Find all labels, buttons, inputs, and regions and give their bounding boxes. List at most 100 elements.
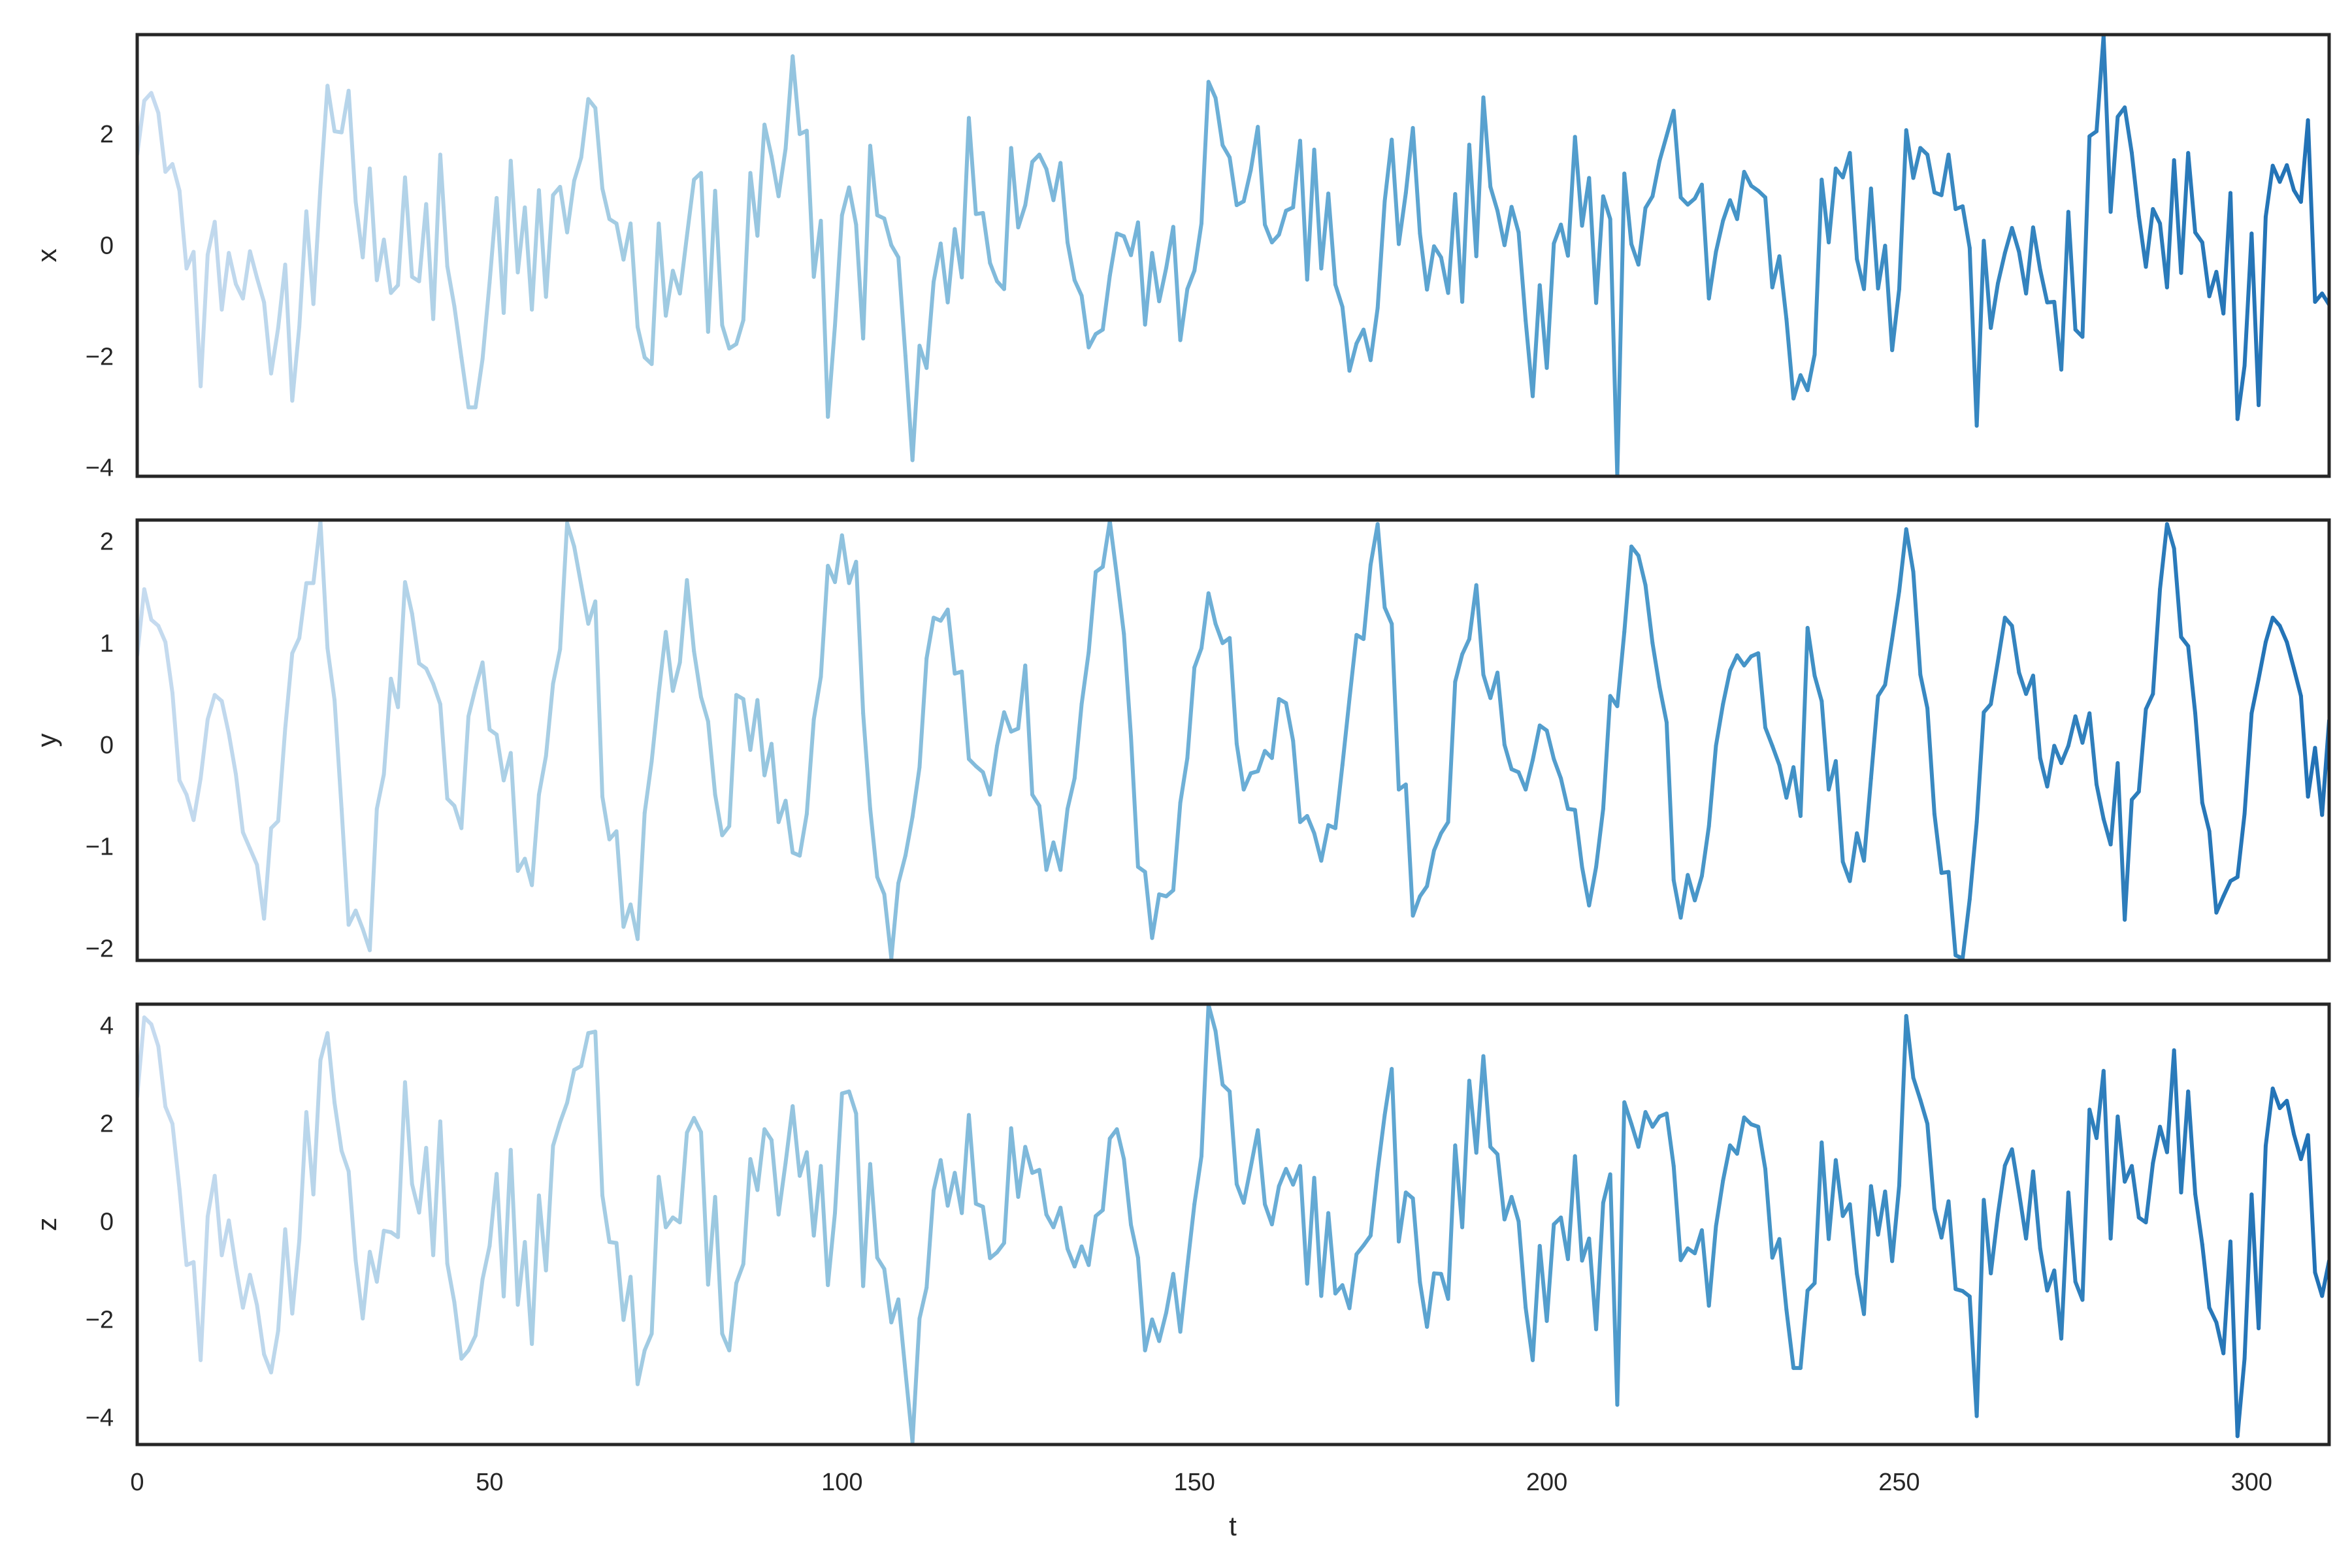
series-y-segment [664,630,675,693]
series-y-segment [1678,873,1690,920]
series-z-segment [2172,1048,2183,1195]
series-z-segment [1474,1054,1486,1155]
series-y-segment [2172,546,2183,640]
series-x-segment [1375,199,1387,310]
y-tick-label: 2 [100,1110,114,1137]
series-z-segment [1516,1219,1528,1310]
series-x-segment [2080,134,2092,339]
y-tick-label: 0 [100,1208,114,1235]
series-x-segment [255,276,267,304]
y-tick-label: −2 [86,935,114,962]
series-y-segment [2045,743,2057,789]
series-z-segment [1129,1222,1140,1260]
series-x-segment [804,129,816,279]
series-y-segment [1199,591,1211,651]
series-z-segment [1284,1167,1296,1187]
series-z-segment [149,1022,161,1049]
series-z-segment [2257,1143,2268,1331]
series-y-segment [2144,692,2155,711]
series-y-segment [1234,742,1246,792]
series-z-segment [374,1228,386,1284]
series-y-segment [2200,800,2212,834]
series-z-segment [2242,1192,2254,1361]
series-x-segment [262,300,273,376]
series-z-segment [741,1157,753,1266]
series-y-segment [1502,743,1514,772]
series-x-segment [1347,341,1359,373]
series-z-segment [501,1147,513,1299]
series-z-segment [1122,1157,1134,1227]
series-y-segment [1382,605,1394,626]
series-z-segment [769,1137,781,1217]
series-z-segment [1820,1140,1831,1241]
series-z-segment [2101,1069,2113,1241]
series-x-segment [1961,204,1972,250]
series-y-segment [995,710,1006,748]
series-z-segment [1714,1179,1725,1229]
series-z-segment [1784,1307,1796,1370]
series-z-segment [629,1275,640,1386]
series-y-segment [755,698,767,777]
series-x-segment [1460,142,1471,304]
series-y-segment [530,792,541,887]
series-y-segment [988,743,1000,797]
series-x-segment [1812,177,1824,357]
axes-frame-z [135,1002,2331,1446]
x-tick-label: 150 [1173,1469,1215,1496]
series-z-segment [1319,1211,1331,1298]
series-y-segment [1805,625,1817,678]
series-z-segment [2129,1164,2141,1220]
series-y-segment [1989,659,2000,706]
series-y-segment [1192,646,1203,670]
series-x-segment [1516,230,1528,323]
x-tick-label: 100 [821,1469,862,1496]
series-z-segment [2144,1161,2155,1224]
series-y-segment [1544,728,1556,761]
x-axis-label-t: t [1229,1511,1237,1541]
series-y-segment [1594,807,1605,869]
series-y-segment [798,811,809,858]
series-z-segment [2200,1242,2212,1310]
series-x-segment [762,122,774,159]
series-x-segment [889,243,901,259]
series-z-segment [854,1111,866,1288]
series-z-segment [544,1143,555,1273]
series-z-segment [642,1331,654,1352]
series-y-segment [1932,811,1944,875]
series-z-segment [2179,1089,2191,1195]
series-x-segment [1671,108,1683,200]
series-z-segment [1502,1194,1514,1222]
series-z-segment [1650,1114,1662,1129]
series-y-segment [551,647,563,686]
series-y-segment [318,520,330,651]
series-x-segment [699,171,710,334]
series-z-segment [1827,1158,1838,1241]
series-x-segment [1763,195,1774,289]
series-z-segment [2024,1169,2035,1241]
series-x-segment [1411,125,1422,236]
series-y-segment [1284,701,1296,743]
series-x-segment [1862,186,1873,291]
series-z-segment [1023,1145,1035,1175]
series-z-segment [635,1348,647,1386]
y-tick-label: −2 [86,343,114,370]
series-z-segment [1199,1004,1211,1158]
series-z-segment [1615,1100,1627,1407]
series-y-segment [374,772,386,811]
series-y-segment [1418,884,1429,898]
series-y-segment [2136,707,2148,794]
series-x-segment [1206,80,1218,100]
series-x-segment [1220,143,1232,159]
series-x-segment [2066,210,2078,332]
series-x-segment [1016,203,1028,230]
series-z-segment [727,1281,738,1352]
series-z-segment [1241,1165,1253,1205]
series-z [137,1004,2329,1445]
series-y-segment [1431,831,1443,853]
series-y-segment [1403,782,1415,918]
series-z-segment [1256,1128,1267,1207]
series-z-segment [445,1262,457,1305]
series-x-segment [579,97,591,159]
series-y-segment [1312,831,1324,863]
series-y-segment [2073,714,2085,745]
